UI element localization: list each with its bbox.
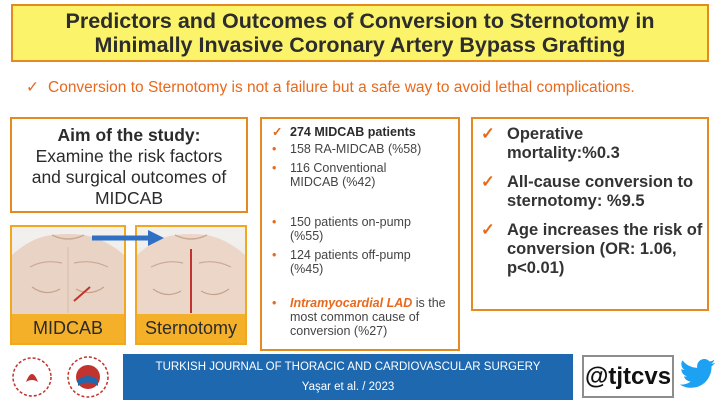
aim-heading: Aim of the study:: [57, 125, 201, 145]
list-item: • Intramyocardial LAD is the most common…: [272, 296, 446, 338]
bullet-icon: •: [272, 248, 277, 262]
list-item: • 158 RA-MIDCAB (%58): [272, 142, 422, 156]
list-item: • 124 patients off-pump (%45): [272, 248, 411, 276]
journal-footer: TURKISH JOURNAL OF THORACIC AND CARDIOVA…: [123, 354, 573, 400]
authors: Yaşar et al. / 2023: [301, 381, 395, 393]
key-message-text: Conversion to Sternotomy is not a failur…: [48, 79, 635, 96]
list-item: ✓ All-cause conversion to sternotomy: %9…: [481, 173, 694, 210]
sternotomy-label: Sternotomy: [137, 314, 245, 343]
list-item: ✓ Operative mortality:%0.3: [481, 125, 620, 162]
list-item: • 116 Conventional MIDCAB (%42): [272, 161, 387, 189]
key-message: ✓ Conversion to Sternotomy is not a failu…: [26, 78, 635, 97]
twitter-bird-icon[interactable]: [680, 359, 716, 389]
highlight-text: Intramyocardial LAD: [290, 296, 413, 310]
list-item: • 150 patients on-pump (%55): [272, 215, 411, 243]
aim-box: Aim of the study: Examine the risk facto…: [10, 117, 248, 213]
aim-line-2: and surgical outcomes of: [31, 167, 227, 187]
sternotomy-chest-image: Sternotomy: [135, 225, 247, 345]
list-item: ✓ 274 MIDCAB patients: [272, 125, 416, 139]
check-icon: ✓: [481, 125, 495, 143]
title-line-2: Minimally Invasive Coronary Artery Bypas…: [94, 33, 626, 57]
patients-box: ✓ 274 MIDCAB patients • 158 RA-MIDCAB (%…: [260, 117, 460, 351]
bullet-icon: •: [272, 215, 277, 229]
journal-name: TURKISH JOURNAL OF THORACIC AND CARDIOVA…: [155, 361, 541, 373]
bullet-icon: •: [272, 161, 277, 175]
midcab-label: MIDCAB: [12, 314, 124, 343]
bullet-icon: •: [272, 296, 277, 310]
title-line-1: Predictors and Outcomes of Conversion to…: [65, 9, 655, 33]
check-icon: ✓: [26, 79, 39, 96]
society-logo-icon: [67, 356, 109, 398]
arrow-right-icon: [92, 230, 164, 246]
aim-line-3: MIDCAB: [94, 188, 164, 208]
list-item: ✓ Age increases the risk of conversion (…: [481, 221, 703, 277]
check-icon: ✓: [481, 221, 495, 239]
outcomes-box: ✓ Operative mortality:%0.3 ✓ All-cause c…: [471, 117, 709, 311]
midcab-chest-image: MIDCAB: [10, 225, 126, 345]
society-logo-icon: [12, 357, 52, 397]
bullet-icon: •: [272, 142, 277, 156]
title-banner: Predictors and Outcomes of Conversion to…: [11, 4, 709, 62]
check-icon: ✓: [272, 125, 283, 139]
check-icon: ✓: [481, 173, 495, 191]
aim-line-1: Examine the risk factors: [35, 146, 223, 166]
twitter-handle[interactable]: @tjtcvs: [582, 355, 674, 398]
